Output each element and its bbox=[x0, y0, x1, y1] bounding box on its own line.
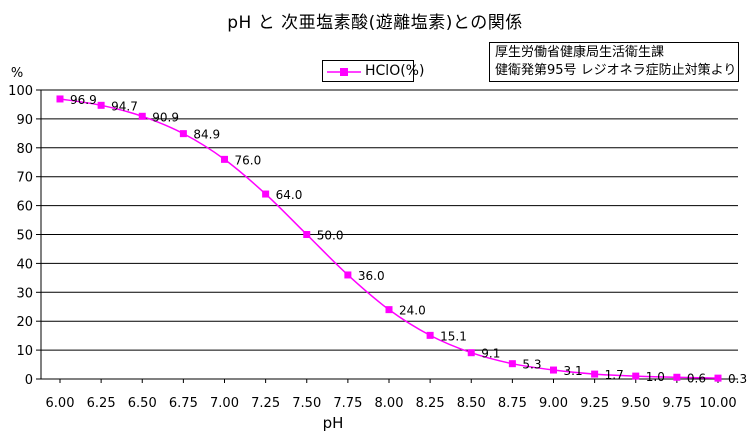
data-point bbox=[550, 366, 557, 374]
data-point bbox=[385, 306, 393, 314]
y-tick-label: 80 bbox=[16, 142, 33, 157]
y-tick-label: 50 bbox=[16, 229, 33, 244]
x-tick-label: 7.75 bbox=[333, 396, 362, 411]
y-tick-label: 70 bbox=[16, 171, 33, 186]
data-label: 5.3 bbox=[522, 358, 541, 372]
y-tick-label: 60 bbox=[16, 200, 33, 215]
x-tick-label: 6.00 bbox=[46, 396, 75, 411]
data-point bbox=[714, 374, 722, 382]
data-point bbox=[508, 360, 516, 368]
data-label: 64.0 bbox=[276, 188, 303, 202]
data-label: 1.0 bbox=[646, 370, 665, 384]
y-tick-label: 0 bbox=[25, 373, 33, 388]
data-label: 90.9 bbox=[152, 110, 179, 124]
data-label: 76.0 bbox=[235, 153, 262, 167]
x-tick-label: 6.50 bbox=[128, 396, 157, 411]
y-tick-label: 40 bbox=[16, 257, 33, 272]
data-point bbox=[426, 331, 434, 339]
data-point bbox=[467, 349, 475, 357]
legend-label: HClO(%) bbox=[365, 63, 425, 79]
data-point bbox=[221, 155, 228, 163]
x-axis-label: pH bbox=[323, 414, 344, 432]
data-point bbox=[97, 101, 105, 109]
legend-marker bbox=[327, 68, 361, 76]
x-tick-label: 7.25 bbox=[251, 396, 280, 411]
x-tick-label: 10.00 bbox=[699, 396, 736, 411]
data-label: 0.6 bbox=[687, 371, 706, 385]
chart-title: pH と 次亜塩素酸(遊離塩素)との関係 bbox=[227, 13, 523, 33]
data-point bbox=[303, 231, 311, 238]
x-tick-label: 9.50 bbox=[621, 396, 650, 411]
data-point bbox=[632, 372, 640, 380]
x-tick-label: 9.25 bbox=[580, 396, 609, 411]
legend: HClO(%) bbox=[322, 60, 424, 82]
data-label: 15.1 bbox=[440, 329, 467, 343]
series-line bbox=[59, 98, 719, 379]
source-note: 厚生労働省健康局生活衛生課 健衛発第95号 レジオネラ症防止対策より bbox=[489, 42, 739, 82]
data-label: 36.0 bbox=[358, 269, 385, 283]
data-label: 96.9 bbox=[70, 93, 97, 107]
source-note-line-1: 厚生労働省健康局生活衛生課 bbox=[495, 45, 665, 60]
x-tick-label: 7.00 bbox=[210, 396, 239, 411]
data-point bbox=[591, 370, 599, 378]
x-tick-label: 8.25 bbox=[416, 396, 445, 411]
y-axis-label: % bbox=[11, 66, 23, 81]
x-tick-label: 7.50 bbox=[292, 396, 321, 411]
data-point bbox=[262, 190, 270, 198]
data-label: 94.7 bbox=[111, 99, 138, 113]
y-tick-label: 90 bbox=[16, 113, 33, 128]
x-tick-label: 8.75 bbox=[498, 396, 527, 411]
data-point bbox=[179, 130, 187, 138]
y-tick-label: 20 bbox=[16, 315, 33, 330]
x-tick-label: 6.75 bbox=[169, 396, 198, 411]
data-label: 50.0 bbox=[317, 229, 344, 243]
y-tick-label: 100 bbox=[8, 84, 33, 99]
x-tick-label: 8.50 bbox=[457, 396, 486, 411]
data-label: 1.7 bbox=[605, 368, 624, 382]
data-label: 24.0 bbox=[399, 304, 426, 318]
x-tick-label: 9.00 bbox=[539, 396, 568, 411]
y-tick-label: 30 bbox=[16, 286, 33, 301]
data-point bbox=[673, 373, 681, 381]
data-label: 0.3 bbox=[728, 372, 747, 386]
data-point bbox=[138, 112, 146, 120]
data-label: 9.1 bbox=[481, 347, 500, 361]
data-point bbox=[56, 95, 64, 103]
x-tick-label: 8.00 bbox=[375, 396, 404, 411]
x-tick-label: 9.75 bbox=[662, 396, 691, 411]
data-label: 3.1 bbox=[564, 364, 583, 378]
source-note-line-2: 健衛発第95号 レジオネラ症防止対策より bbox=[495, 63, 737, 78]
x-tick-label: 6.25 bbox=[87, 396, 116, 411]
y-tick-label: 10 bbox=[16, 344, 33, 359]
data-label: 84.9 bbox=[193, 128, 220, 142]
data-point bbox=[344, 271, 352, 279]
